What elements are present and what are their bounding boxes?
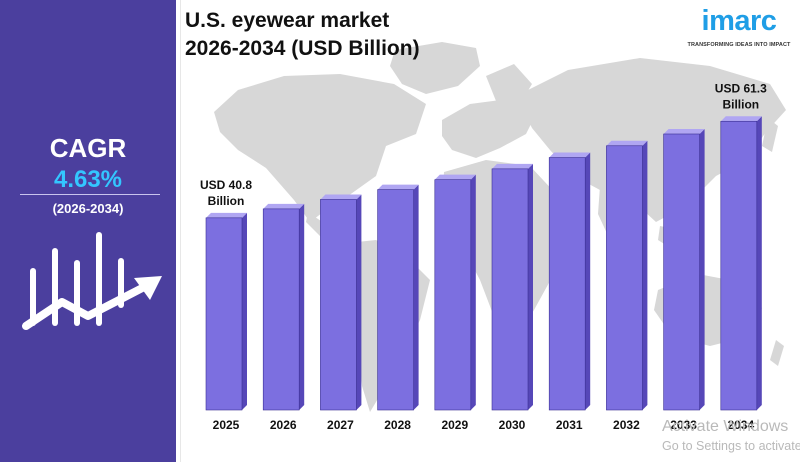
bar-top-2025 <box>206 212 247 218</box>
bar-front-2030 <box>491 168 529 411</box>
x-tick-2026: 2026 <box>270 418 297 432</box>
bar-top-2032 <box>606 140 648 146</box>
chart-area: 2025 2026 2027 2028 2029 2030 2031 2032 2033 2034… <box>180 0 800 462</box>
bar-front-2031 <box>548 157 586 411</box>
bar-2033 <box>663 128 705 411</box>
bar-front-2029 <box>434 179 472 411</box>
bar-2029 <box>434 174 476 411</box>
cagr-label: CAGR <box>49 133 127 163</box>
logo-wordmark: imarc <box>701 5 777 37</box>
annotation-2034-line1: USD 61.3 <box>715 81 767 95</box>
x-tick-2028: 2028 <box>384 418 411 432</box>
x-tick-2033: 2033 <box>670 418 697 432</box>
activation-watermark-title: Activate Windows <box>662 418 789 435</box>
bar-side-2033 <box>699 128 705 410</box>
x-tick-2029: 2029 <box>441 418 468 432</box>
bar-front-2034 <box>720 120 758 411</box>
bar-2027 <box>320 194 362 411</box>
bar-side-2029 <box>470 174 476 410</box>
bar-front-2028 <box>377 189 414 411</box>
bar-top-2031 <box>549 152 591 158</box>
bar-front-2026 <box>262 208 300 411</box>
x-tick-2031: 2031 <box>556 418 583 432</box>
cagr-panel: CAGR 4.63% (2026-2034) <box>0 0 176 462</box>
bar-chart-growth-arrow-icon <box>22 232 162 330</box>
bar-side-2027 <box>356 194 362 410</box>
imarc-logo: imarc TRANSFORMING IDEAS INTO IMPACT <box>683 5 795 55</box>
activation-watermark-subtitle: Go to Settings to activate Windows. <box>662 439 800 453</box>
bar-front-2032 <box>606 145 643 411</box>
logo-tagline: TRANSFORMING IDEAS INTO IMPACT <box>687 42 791 48</box>
bar-series <box>205 116 762 411</box>
x-tick-2025: 2025 <box>213 418 240 432</box>
bar-top-2026 <box>263 203 305 209</box>
bar-top-2028 <box>377 184 419 190</box>
bar-side-2034 <box>756 116 762 410</box>
chart-canvas: 2025 2026 2027 2028 2029 2030 2031 2032 2033 2034… <box>180 0 786 462</box>
bar-side-2026 <box>299 203 305 410</box>
bar-side-2030 <box>528 163 533 410</box>
bar-2031 <box>548 152 591 411</box>
bar-side-2032 <box>642 140 648 411</box>
chart-title-line1: U.S. eyewear market <box>185 9 390 32</box>
cagr-value: 4.63% <box>53 166 123 193</box>
bar-2030 <box>491 163 533 411</box>
cagr-divider <box>20 194 160 195</box>
bar-top-2034 <box>720 116 762 122</box>
bar-front-2033 <box>663 133 700 411</box>
annotation-2025-line2: Billion <box>208 194 245 208</box>
x-tick-2030: 2030 <box>499 418 526 432</box>
bar-side-2025 <box>242 212 247 410</box>
data-annotations: USD 40.8 Billion USD 61.3 Billion <box>200 81 767 208</box>
x-tick-2034: 2034 <box>727 418 754 432</box>
bar-top-2033 <box>663 128 705 134</box>
bar-2025 <box>205 212 247 411</box>
cagr-period: (2026-2034) <box>52 201 124 216</box>
x-tick-2032: 2032 <box>613 418 640 432</box>
bar-side-2031 <box>585 152 591 410</box>
bar-front-2027 <box>320 199 357 411</box>
bar-front-2025 <box>205 217 243 411</box>
annotation-2025-line1: USD 40.8 <box>200 178 252 192</box>
annotation-2034-line2: Billion <box>722 97 759 111</box>
bar-2028 <box>377 184 419 411</box>
bar-top-2027 <box>320 194 362 200</box>
bar-top-2029 <box>434 174 476 180</box>
bar-top-2030 <box>492 163 533 169</box>
x-tick-2027: 2027 <box>327 418 354 432</box>
x-axis-tick-labels: 2025 2026 2027 2028 2029 2030 2031 2032 2033 2034 <box>213 418 755 432</box>
bar-side-2028 <box>413 184 419 410</box>
bar-2034 <box>720 116 762 411</box>
bar-2032 <box>606 140 648 411</box>
bar-2026 <box>262 203 305 411</box>
chart-title-line2: 2026-2034 (USD Billion) <box>185 37 420 60</box>
